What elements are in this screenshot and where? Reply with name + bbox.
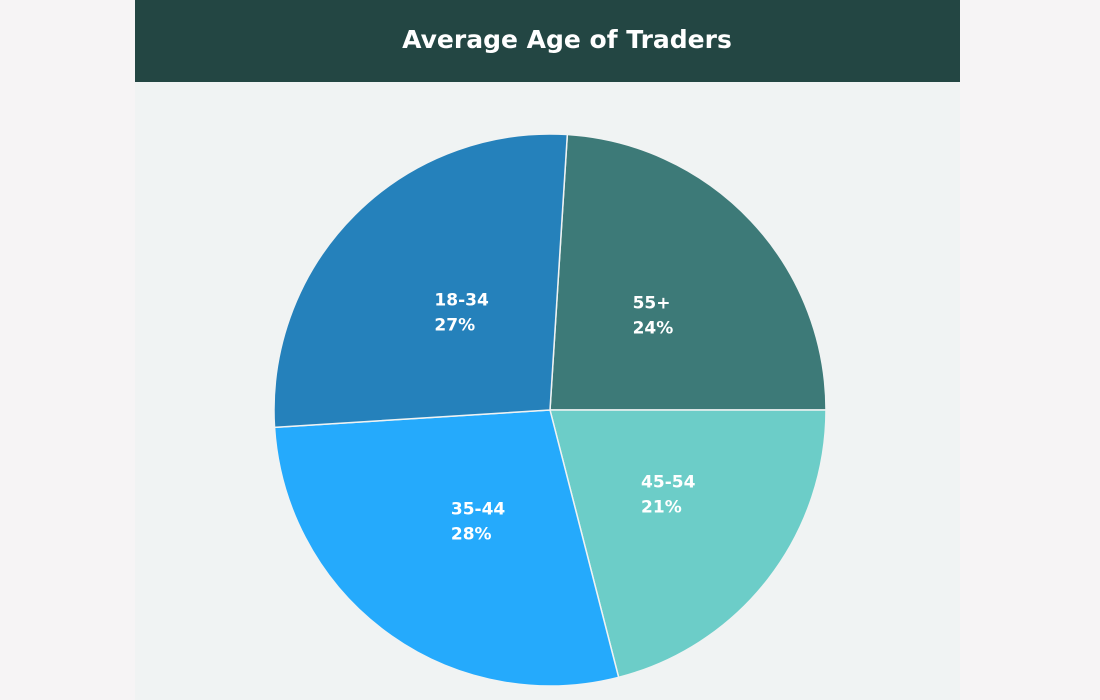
- slice-value-label: 24%: [633, 319, 674, 339]
- chart-title: Average Age of Traders: [402, 25, 732, 54]
- pie-slice: [549, 133, 827, 411]
- slice-category-label: 35-44: [451, 500, 506, 520]
- slice-value-label: 28%: [451, 525, 492, 545]
- header-bar: [135, 0, 960, 82]
- slice-category-label: 18-34: [434, 290, 489, 310]
- slice-value-label: 21%: [641, 498, 682, 518]
- slice-value-label: 27%: [434, 315, 475, 335]
- slice-category-label: 45-54: [641, 473, 696, 493]
- pie-slice: [549, 409, 827, 679]
- slice-category-label: 55+: [633, 294, 671, 314]
- pie-slice: [273, 133, 569, 429]
- pie-slice: [273, 409, 620, 687]
